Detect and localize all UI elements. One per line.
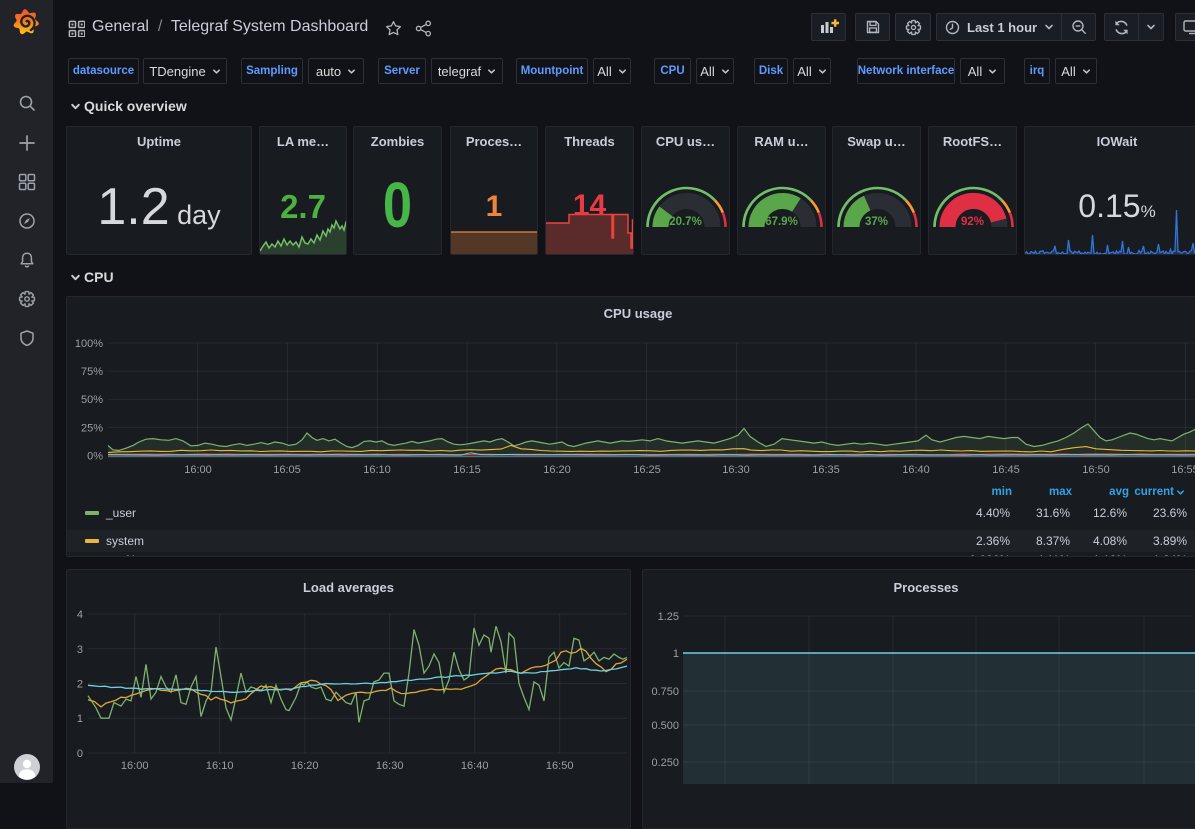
svg-text:16:15: 16:15 xyxy=(453,464,481,476)
svg-text:16:00: 16:00 xyxy=(121,760,149,772)
svg-text:0.750: 0.750 xyxy=(651,686,679,698)
svg-text:50%: 50% xyxy=(81,394,103,406)
svg-text:75%: 75% xyxy=(81,366,103,378)
svg-text:16:35: 16:35 xyxy=(812,464,840,476)
svg-text:16:45: 16:45 xyxy=(992,464,1020,476)
svg-text:16:00: 16:00 xyxy=(184,464,212,476)
svg-text:16:30: 16:30 xyxy=(376,760,404,772)
svg-text:100%: 100% xyxy=(75,338,103,350)
svg-text:16:10: 16:10 xyxy=(206,760,234,772)
svg-text:1.25: 1.25 xyxy=(658,611,679,623)
svg-text:4: 4 xyxy=(77,609,83,621)
svg-text:25%: 25% xyxy=(81,422,103,434)
svg-text:2: 2 xyxy=(77,679,83,691)
svg-text:16:20: 16:20 xyxy=(291,760,319,772)
svg-text:16:40: 16:40 xyxy=(461,760,489,772)
svg-text:16:30: 16:30 xyxy=(722,464,750,476)
svg-text:1: 1 xyxy=(673,648,679,660)
svg-text:16:20: 16:20 xyxy=(543,464,571,476)
svg-text:16:50: 16:50 xyxy=(1082,464,1110,476)
svg-text:1: 1 xyxy=(77,713,83,725)
svg-text:0.500: 0.500 xyxy=(651,720,679,732)
svg-text:16:10: 16:10 xyxy=(363,464,391,476)
svg-text:16:55: 16:55 xyxy=(1171,464,1195,476)
svg-text:16:25: 16:25 xyxy=(633,464,661,476)
svg-text:0.250: 0.250 xyxy=(651,757,679,769)
svg-text:16:50: 16:50 xyxy=(546,760,574,772)
svg-text:16:05: 16:05 xyxy=(273,464,301,476)
svg-text:16:40: 16:40 xyxy=(902,464,930,476)
svg-text:0: 0 xyxy=(77,748,83,760)
svg-text:0%: 0% xyxy=(87,451,103,463)
svg-text:3: 3 xyxy=(77,644,83,656)
